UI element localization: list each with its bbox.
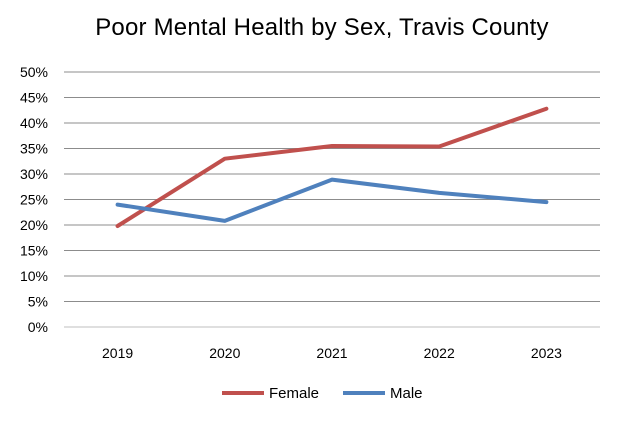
- y-tick-label: 20%: [20, 217, 48, 233]
- x-axis-tick-labels: 2019 2020 2021 2022 2023: [102, 345, 562, 361]
- y-tick-label: 15%: [20, 243, 48, 259]
- y-tick-label: 0%: [28, 319, 48, 335]
- y-tick-label: 50%: [20, 64, 48, 80]
- chart-title: Poor Mental Health by Sex, Travis County: [0, 14, 644, 42]
- y-tick-label: 30%: [20, 166, 48, 182]
- y-axis-tick-labels: 0% 5% 10% 15% 20% 25% 30% 35% 40% 45% 50%: [20, 64, 48, 335]
- series-line-female: [118, 109, 547, 226]
- x-tick-label: 2020: [209, 345, 240, 361]
- y-tick-label: 45%: [20, 90, 48, 106]
- y-tick-label: 10%: [20, 268, 48, 284]
- x-tick-label: 2019: [102, 345, 133, 361]
- legend-label-male: Male: [390, 385, 423, 402]
- x-tick-label: 2021: [316, 345, 347, 361]
- legend: Female Male: [222, 385, 423, 402]
- series-lines: [118, 109, 547, 226]
- x-tick-label: 2022: [424, 345, 455, 361]
- legend-label-female: Female: [269, 385, 319, 402]
- y-tick-label: 40%: [20, 115, 48, 131]
- y-tick-label: 25%: [20, 192, 48, 208]
- x-tick-label: 2023: [531, 345, 562, 361]
- y-tick-label: 5%: [28, 294, 48, 310]
- y-tick-label: 35%: [20, 141, 48, 157]
